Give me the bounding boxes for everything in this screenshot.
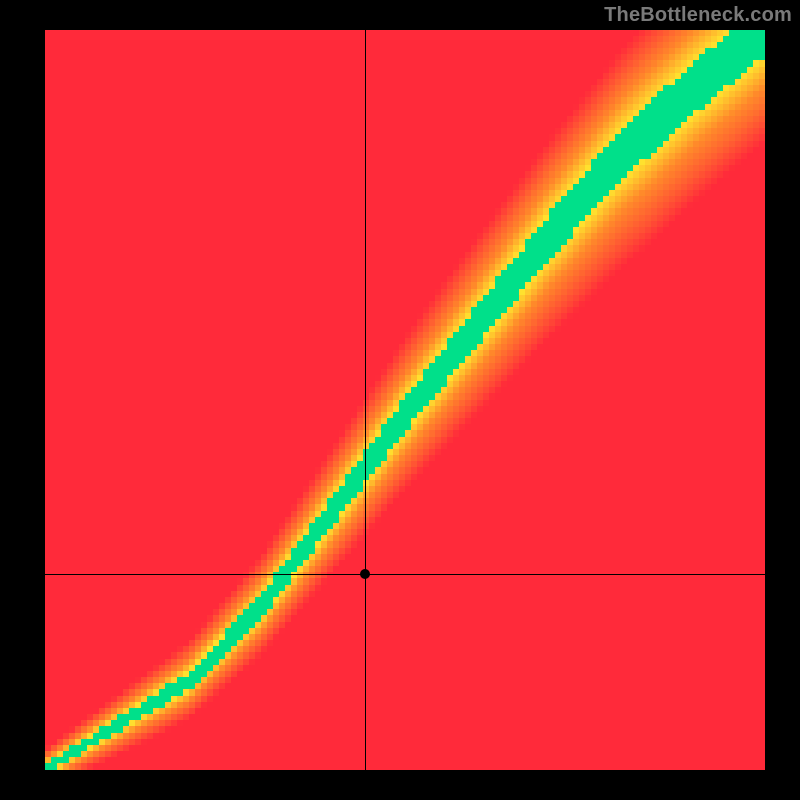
heatmap-plot xyxy=(45,30,765,770)
heatmap-canvas xyxy=(45,30,765,770)
watermark-text: TheBottleneck.com xyxy=(604,4,792,27)
crosshair-marker xyxy=(360,569,370,579)
crosshair-horizontal xyxy=(45,574,765,575)
chart-container: TheBottleneck.com xyxy=(0,0,800,800)
crosshair-vertical xyxy=(365,30,366,770)
